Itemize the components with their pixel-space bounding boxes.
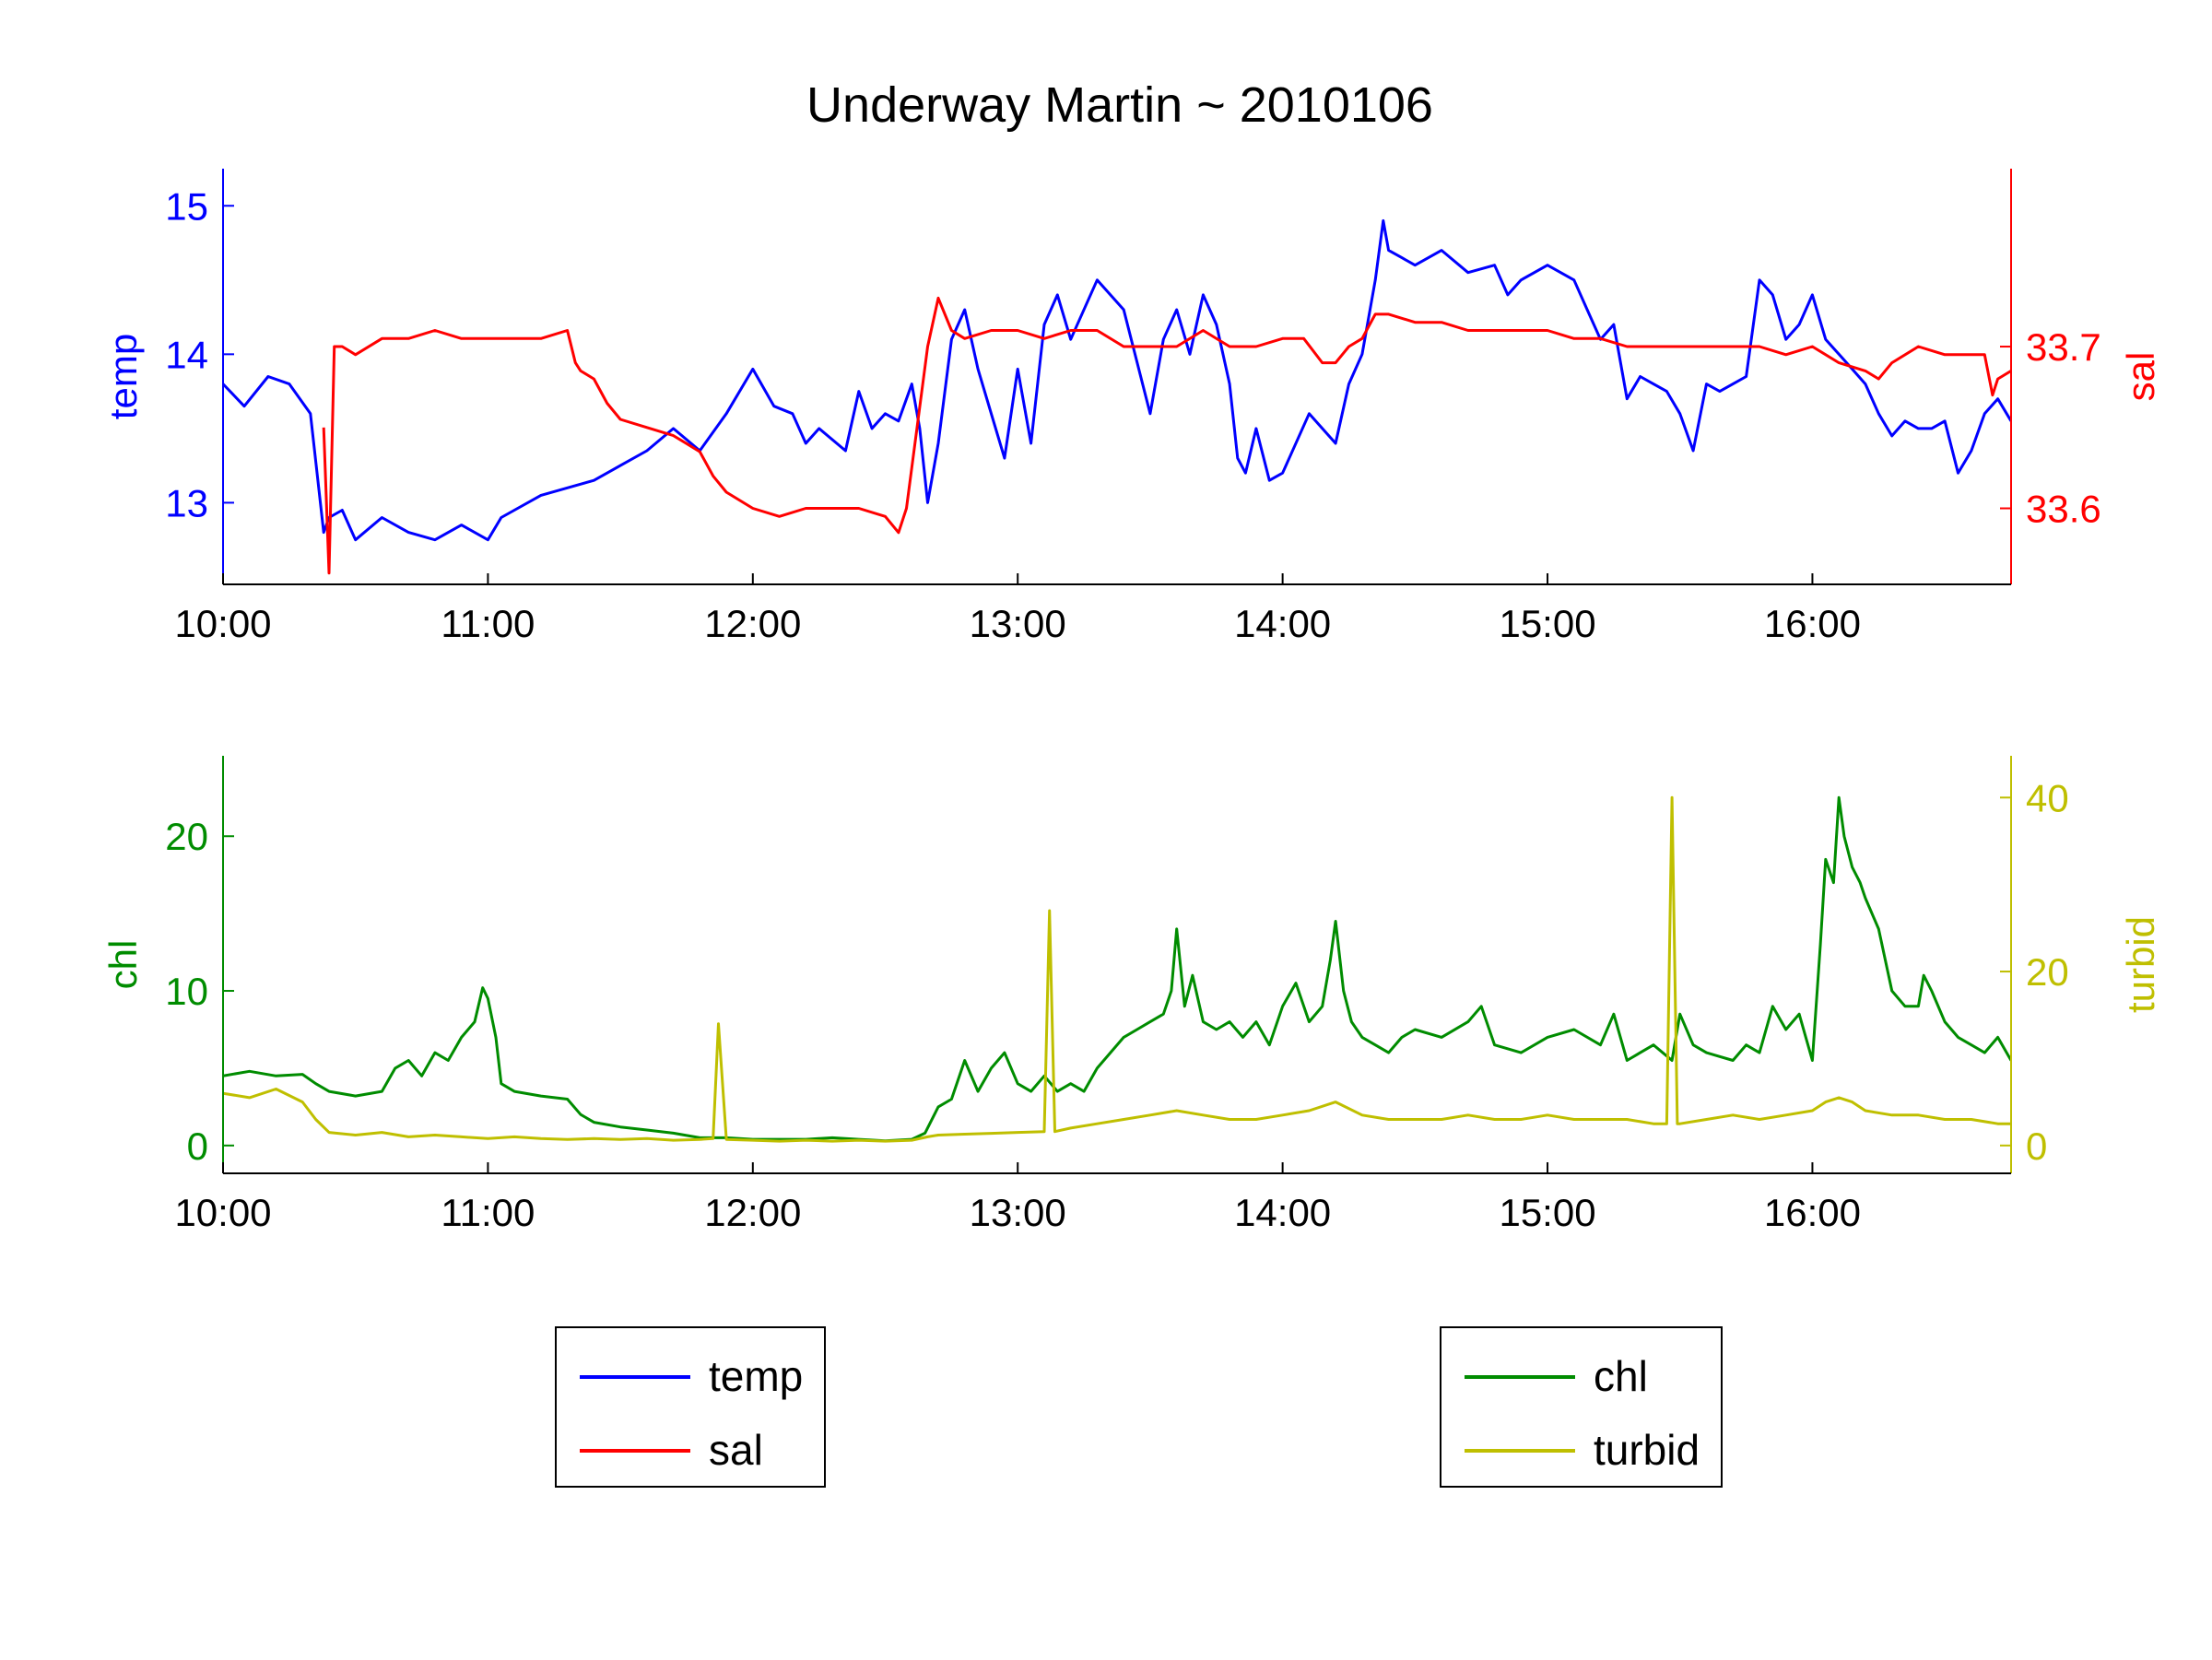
- x-tick-label: 15:00: [1499, 1191, 1595, 1234]
- left-y-axis-label: chl: [101, 940, 145, 990]
- right-y-tick-label: 33.6: [2026, 488, 2101, 531]
- x-tick-label: 10:00: [174, 1191, 271, 1234]
- x-tick-label: 13:00: [970, 602, 1066, 645]
- chart-panels: 10:00 11:00 12:00 13:00 14:00 15:00 16:00 13 14 1…: [101, 169, 2162, 1234]
- left-y-tick-label: 13: [165, 481, 208, 524]
- left-y-tick-label: 0: [187, 1124, 208, 1168]
- x-tick-label: 16:00: [1764, 1191, 1861, 1234]
- panel-bottom: 10:00 11:00 12:00 13:00 14:00 15:00 16:00 0 10 20…: [101, 756, 2162, 1234]
- x-tick-label: 12:00: [704, 1191, 801, 1234]
- x-tick-label: 14:00: [1234, 1191, 1331, 1234]
- legend-label-temp: temp: [709, 1352, 803, 1400]
- left-y-axis-label: temp: [101, 334, 145, 419]
- left-y-tick-label: 10: [165, 970, 208, 1013]
- legend-label-chl: chl: [1594, 1352, 1648, 1400]
- legend-box-1: temp sal: [555, 1326, 826, 1488]
- right-y-tick-label: 20: [2026, 950, 2069, 994]
- series-line-turbid: [223, 795, 2011, 1143]
- right-y-axis-label: turbid: [2119, 916, 2162, 1013]
- legend-frame: [1440, 1326, 1723, 1488]
- series-line-sal: [322, 296, 2011, 575]
- x-tick-label: 15:00: [1499, 602, 1595, 645]
- legend-label-turbid: turbid: [1594, 1426, 1700, 1474]
- series-line-temp: [223, 218, 2011, 542]
- x-tick-label: 16:00: [1764, 602, 1861, 645]
- left-y-tick-label: 15: [165, 184, 208, 228]
- x-tick-label: 13:00: [970, 1191, 1066, 1234]
- x-tick-label: 14:00: [1234, 602, 1331, 645]
- panel-top: 10:00 11:00 12:00 13:00 14:00 15:00 16:00 13 14 1…: [101, 169, 2162, 645]
- right-y-tick-label: 40: [2026, 776, 2069, 819]
- legend-group: temp sal chl turbid: [555, 1326, 1723, 1488]
- legend-box-2: chl turbid: [1440, 1326, 1723, 1488]
- chart-title: Underway Martin ~ 2010106: [806, 77, 1433, 133]
- x-tick-label: 10:00: [174, 602, 271, 645]
- x-tick-label: 11:00: [441, 1191, 535, 1234]
- right-y-tick-label: 33.7: [2026, 325, 2101, 369]
- series-line-chl: [223, 795, 2011, 1143]
- legend-label-sal: sal: [709, 1426, 763, 1474]
- right-y-tick-label: 0: [2026, 1124, 2047, 1168]
- legend-frame: [555, 1326, 826, 1488]
- left-y-tick-label: 20: [165, 815, 208, 858]
- left-y-tick-label: 14: [165, 333, 208, 376]
- right-y-axis-label: sal: [2119, 352, 2162, 402]
- x-tick-label: 12:00: [704, 602, 801, 645]
- x-tick-label: 11:00: [441, 602, 535, 645]
